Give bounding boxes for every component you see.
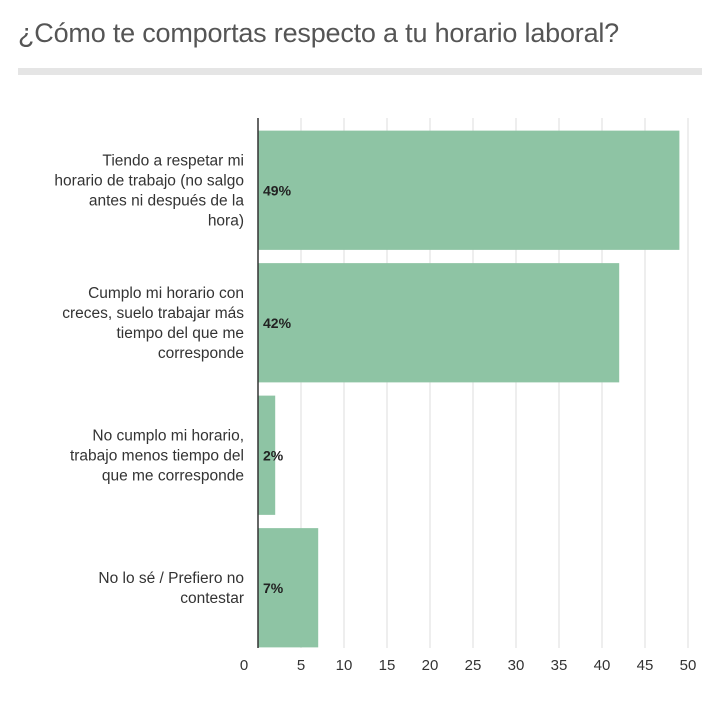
category-label-line: tiempo del que me [116,325,244,342]
category-label-line: corresponde [158,345,244,362]
category-label-line: Tiendo a respetar mi [102,152,244,169]
category-label: No lo sé / Prefiero no contestar [98,570,244,607]
data-label: 49% [263,182,292,198]
category-label-line: Cumplo mi horario con [88,285,244,302]
bar [258,263,620,383]
category-label-line: No cumplo mi horario, [92,427,244,444]
category-label-line: horario de trabajo (no salgo [54,172,244,189]
category-label-line: que me corresponde [102,467,244,484]
x-tick-label: 50 [680,657,697,674]
category-label-line: creces, suelo trabajar más [62,305,244,322]
x-tick-label: 0 [240,657,248,674]
category-label: No cumplo mi horario, trabajo menos tiemp… [70,427,244,484]
category-label-line: hora) [208,212,244,229]
chart-title: ¿Cómo te comportas respecto a tu horario… [18,18,619,48]
x-tick-label: 35 [551,657,568,674]
bar [258,395,276,515]
category-label-line: antes ni después de la [89,192,244,209]
data-label: 2% [263,447,284,463]
category-label: Cumplo mi horario con creces, suelo traba… [62,285,244,362]
x-tick-label: 30 [508,657,525,674]
category-label-line: No lo sé / Prefiero no [98,570,244,587]
data-label: 42% [263,315,292,331]
x-tick-label: 15 [379,657,396,674]
category-label: Tiendo a respetar mi horario de trabajo (… [54,152,244,229]
data-label: 7% [263,580,284,596]
bar [258,130,680,250]
x-tick-label: 20 [422,657,439,674]
x-tick-label: 10 [336,657,353,674]
bar [258,528,319,648]
category-label-line: trabajo menos tiempo del [70,447,244,464]
x-tick-label: 45 [637,657,654,674]
x-tick-label: 5 [297,657,305,674]
x-tick-label: 40 [594,657,611,674]
title-divider [18,68,702,75]
category-label-line: contestar [180,590,244,607]
x-tick-label: 25 [465,657,482,674]
